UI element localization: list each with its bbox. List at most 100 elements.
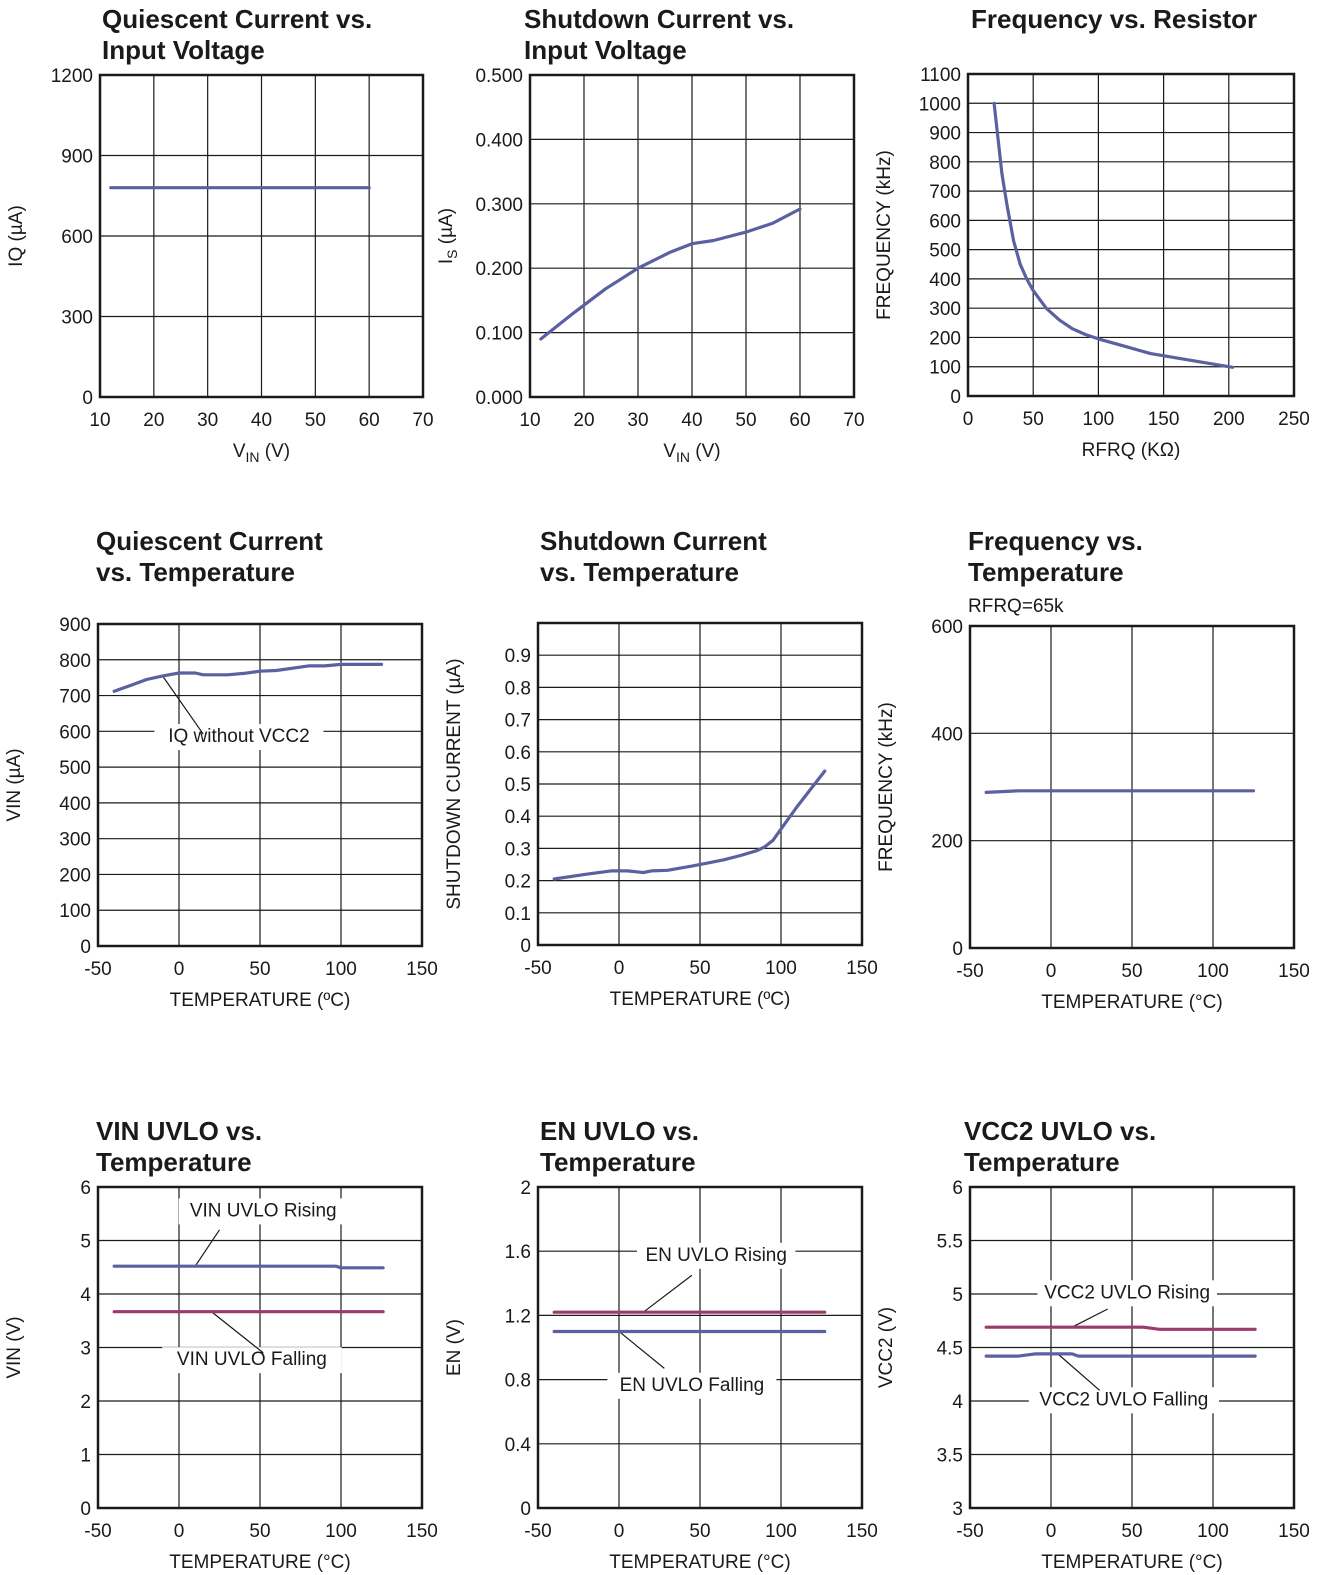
- y-tick-label: 400: [929, 270, 961, 291]
- y-tick-label: 0.7: [505, 711, 531, 732]
- x-axis-label: TEMPERATURE (ºC): [610, 989, 791, 1010]
- x-tick-label: 60: [789, 410, 810, 431]
- y-tick-label: 0.300: [475, 195, 523, 216]
- annotation-label: IQ without VCC2: [168, 726, 310, 747]
- series-line: [539, 207, 802, 341]
- annotation-bg: [154, 724, 324, 751]
- y-tick-label: 400: [59, 794, 91, 815]
- y-tick-label: 0.6: [505, 743, 531, 764]
- x-tick-label: 50: [249, 959, 270, 980]
- plot-frame: [536, 1185, 864, 1510]
- y-tick-label: 6: [80, 1178, 91, 1199]
- y-tick-label: 4: [952, 1392, 963, 1413]
- x-axis-label: RFRQ (KΩ): [1082, 440, 1181, 461]
- x-axis-label: TEMPERATURE (°C): [1041, 1552, 1222, 1573]
- y-tick-label: 4.5: [937, 1339, 963, 1360]
- x-axis-label: TEMPERATURE (°C): [1041, 992, 1222, 1013]
- y-tick-label: 0: [520, 1499, 531, 1520]
- x-tick-label: 70: [412, 410, 433, 431]
- chart-title: Temperature: [968, 557, 1124, 587]
- annotation-bg: [637, 1242, 796, 1269]
- y-tick-label: 0.000: [475, 388, 523, 409]
- annotation-label: EN UVLO Falling: [620, 1375, 765, 1396]
- x-axis-label: TEMPERATURE (ºC): [170, 990, 351, 1011]
- chart-subtitle: RFRQ=65k: [968, 596, 1064, 617]
- y-tick-label: 700: [59, 687, 91, 708]
- y-tick-label: 4: [80, 1285, 91, 1306]
- x-tick-label: 0: [174, 959, 185, 980]
- y-tick-label: 300: [59, 830, 91, 851]
- x-tick-label: 100: [1083, 409, 1115, 430]
- annotation-label: VIN UVLO Rising: [190, 1200, 337, 1221]
- series-line: [984, 789, 1256, 795]
- x-tick-label: 250: [1278, 409, 1310, 430]
- x-tick-label: 50: [689, 958, 710, 979]
- x-tick-label: 20: [143, 410, 164, 431]
- chart-title: Quiescent Current vs.: [102, 4, 372, 34]
- y-tick-label: 100: [59, 901, 91, 922]
- chart-title: vs. Temperature: [540, 557, 739, 587]
- y-tick-label: 300: [929, 299, 961, 320]
- annotation-leader: [211, 1311, 264, 1354]
- y-tick-label: 0.200: [475, 259, 523, 280]
- x-tick-label: 10: [89, 410, 110, 431]
- series-line: [984, 1352, 1257, 1358]
- series-line: [112, 662, 384, 693]
- x-tick-label: 50: [249, 1521, 270, 1542]
- x-tick-label: 150: [406, 1521, 438, 1542]
- plot-frame: [96, 1185, 424, 1510]
- x-tick-label: 100: [1197, 1521, 1229, 1542]
- x-axis-label: VIN (V): [233, 441, 290, 465]
- y-tick-label: 1200: [51, 66, 93, 87]
- annotation-label: EN UVLO Rising: [645, 1245, 787, 1266]
- chart-title: vs. Temperature: [96, 557, 295, 587]
- chart-2: Shutdown Current vs.Input Voltage 10 20 30 4…: [436, 4, 865, 465]
- y-tick-label: 1.6: [505, 1242, 531, 1263]
- annotation-leader: [162, 675, 204, 735]
- y-tick-label: 900: [929, 124, 961, 145]
- chart-title: EN UVLO vs.: [540, 1116, 699, 1146]
- x-tick-label: 0: [963, 409, 974, 430]
- y-tick-label: 600: [931, 617, 963, 638]
- chart-title: Frequency vs. Resistor: [971, 4, 1257, 34]
- y-axis-label: EN (V): [444, 1319, 465, 1376]
- y-axis-label: IQ (µA): [6, 205, 27, 267]
- annotation-bg: [1037, 1280, 1217, 1307]
- series-line: [992, 101, 1235, 369]
- plot-frame: [536, 621, 864, 947]
- y-tick-label: 0.400: [475, 130, 523, 151]
- y-tick-label: 0.4: [505, 1435, 532, 1456]
- chart-title: Input Voltage: [102, 35, 265, 65]
- y-axis-label: VIN (V): [4, 1316, 25, 1378]
- chart-title: VIN UVLO vs.: [96, 1116, 262, 1146]
- annotation-leader: [1058, 1354, 1100, 1391]
- y-tick-label: 500: [59, 758, 91, 779]
- chart-title: Temperature: [964, 1147, 1120, 1177]
- y-tick-label: 900: [61, 147, 93, 168]
- series-line: [112, 1264, 385, 1270]
- annotation-bg: [178, 1198, 348, 1225]
- x-tick-label: 40: [251, 410, 272, 431]
- x-tick-label: 150: [1278, 961, 1310, 982]
- y-tick-label: 200: [931, 832, 963, 853]
- annotation-bg: [607, 1372, 777, 1399]
- plot-frame: [968, 624, 1296, 950]
- chart-title: Shutdown Current: [540, 526, 767, 556]
- x-tick-label: 20: [573, 410, 594, 431]
- chart-3: Frequency vs. Resistor 0 50 100 150 200 250 0 10…: [874, 4, 1310, 461]
- annotation-leader: [1071, 1308, 1108, 1328]
- x-tick-label: 50: [1121, 961, 1142, 982]
- y-tick-label: 0.9: [505, 646, 531, 667]
- series-line: [984, 1325, 1257, 1331]
- x-tick-label: 200: [1213, 409, 1245, 430]
- x-tick-label: 60: [359, 410, 380, 431]
- x-tick-label: 30: [197, 410, 218, 431]
- x-tick-label: 50: [689, 1521, 710, 1542]
- y-tick-label: 0.2: [505, 872, 531, 893]
- x-tick-label: 0: [174, 1521, 185, 1542]
- chart-title: Quiescent Current: [96, 526, 323, 556]
- x-tick-label: 100: [325, 1521, 357, 1542]
- x-tick-label: 150: [846, 1521, 878, 1542]
- y-tick-label: 0.8: [505, 1371, 531, 1392]
